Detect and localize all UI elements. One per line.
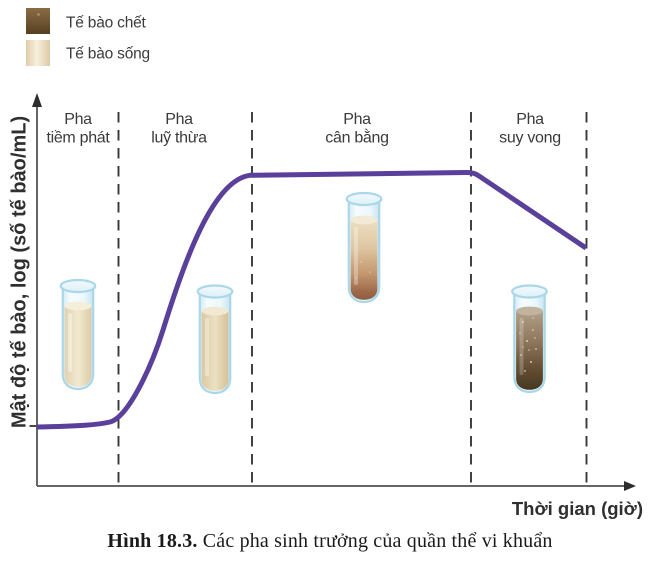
svg-text:suy vong: suy vong — [499, 130, 561, 147]
svg-text:Tế bào chết: Tế bào chết — [66, 15, 147, 32]
svg-text:Mật độ tế bào, log (số tế bào/: Mật độ tế bào, log (số tế bào/mL) — [9, 116, 31, 428]
svg-text:cân bằng: cân bằng — [325, 128, 388, 147]
svg-text:Hình 18.3. Các pha sinh trưởng: Hình 18.3. Các pha sinh trưởng của quần … — [107, 530, 552, 552]
svg-text:Pha: Pha — [165, 111, 193, 128]
svg-text:Pha: Pha — [64, 111, 92, 128]
svg-text:Thời gian (giờ): Thời gian (giờ) — [512, 498, 643, 519]
svg-text:Pha: Pha — [343, 111, 371, 128]
svg-text:Pha: Pha — [516, 111, 544, 128]
svg-text:Tế bào sống: Tế bào sống — [66, 46, 150, 63]
svg-text:tiềm phát: tiềm phát — [46, 130, 110, 147]
svg-text:luỹ thừa: luỹ thừa — [151, 130, 207, 147]
